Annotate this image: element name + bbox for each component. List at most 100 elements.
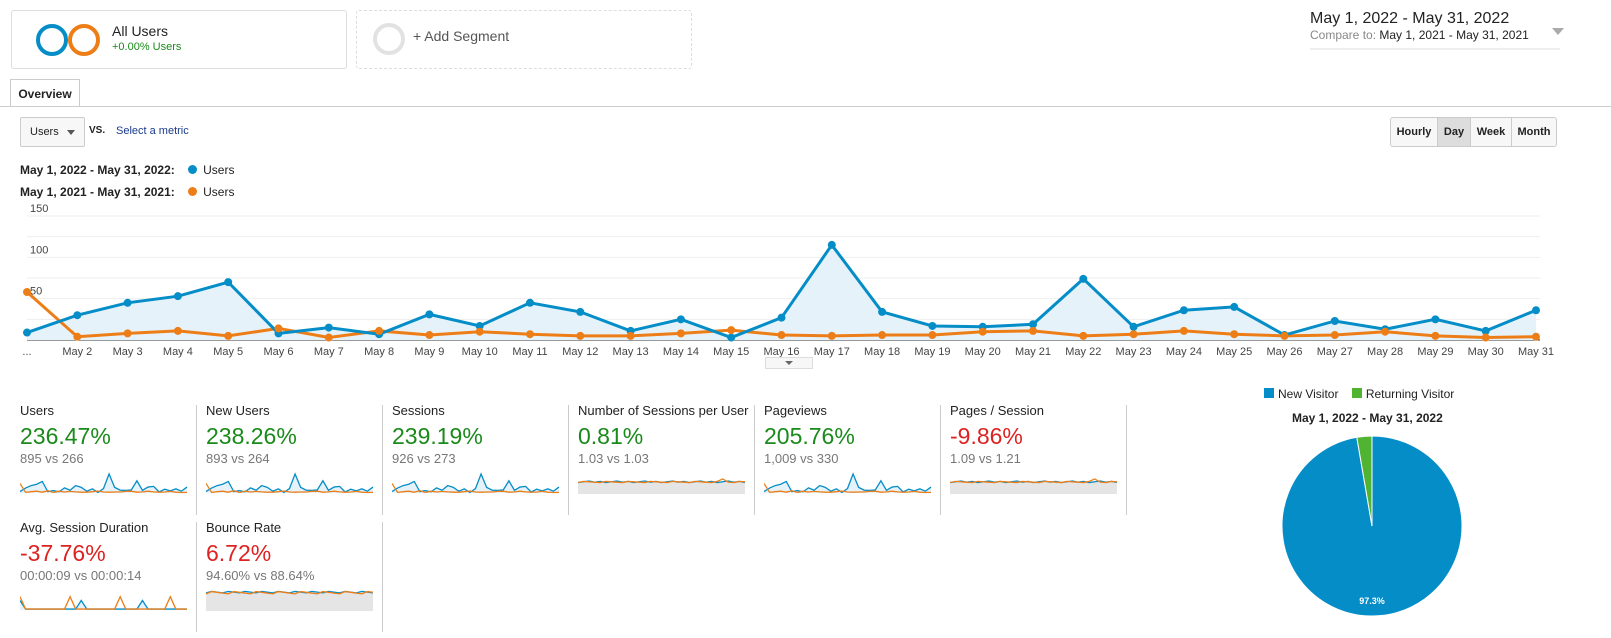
granularity-week[interactable]: Week <box>1470 117 1512 147</box>
data-point[interactable] <box>626 331 635 340</box>
x-tick-label: May 16 <box>763 346 799 358</box>
date-range-picker[interactable]: May 1, 2022 - May 31, 2022 Compare to: M… <box>1310 10 1564 50</box>
data-point[interactable] <box>1532 332 1540 341</box>
x-tick-label: May 10 <box>462 346 498 358</box>
metric-tile-bounce-rate[interactable]: Bounce Rate 6.72% 94.60% vs 88.64% <box>205 520 392 626</box>
granularity-month[interactable]: Month <box>1511 117 1557 147</box>
metric-sparkline <box>205 472 374 494</box>
data-point[interactable] <box>676 329 685 338</box>
metric-sparkline <box>19 595 187 610</box>
data-point[interactable] <box>1330 316 1339 325</box>
metric-compare: 895 vs 266 <box>20 451 84 466</box>
granularity-day[interactable]: Day <box>1437 117 1471 147</box>
legend-previous-range: May 1, 2021 - May 31, 2021: <box>20 185 175 199</box>
data-point[interactable] <box>23 288 31 297</box>
data-point[interactable] <box>676 315 685 324</box>
data-point[interactable] <box>928 321 937 330</box>
data-point[interactable] <box>576 331 585 340</box>
data-point[interactable] <box>1029 320 1037 329</box>
metric-sparkline <box>19 472 188 494</box>
data-point[interactable] <box>878 307 887 316</box>
data-point[interactable] <box>928 331 937 340</box>
data-point[interactable] <box>878 331 887 340</box>
data-point[interactable] <box>425 310 434 319</box>
data-point[interactable] <box>73 332 82 341</box>
data-point[interactable] <box>1431 331 1440 340</box>
metric-tile-avg-session-duration[interactable]: Avg. Session Duration -37.76% 00:00:09 v… <box>19 520 206 626</box>
legend-current-metric: Users <box>203 163 235 177</box>
data-point[interactable] <box>1481 333 1490 342</box>
x-tick-label: May 21 <box>1015 346 1051 358</box>
data-point[interactable] <box>1381 327 1390 336</box>
add-segment-button[interactable]: + Add Segment <box>356 10 692 69</box>
date-range: May 1, 2022 - May 31, 2022 <box>1310 10 1510 27</box>
data-point[interactable] <box>1079 331 1088 340</box>
data-point[interactable] <box>1079 274 1088 283</box>
data-point[interactable] <box>324 323 333 332</box>
data-point[interactable] <box>978 327 987 336</box>
data-point[interactable] <box>425 331 434 340</box>
data-point[interactable] <box>1481 326 1490 335</box>
select-metric-link[interactable]: Select a metric <box>116 125 189 137</box>
metric-change: -9.86% <box>950 423 1023 449</box>
data-point[interactable] <box>1431 315 1440 324</box>
metric-tile-number-of-sessions-per-user[interactable]: Number of Sessions per User 0.81% 1.03 v… <box>577 403 764 509</box>
metric-select-value: Users <box>30 126 59 138</box>
data-point[interactable] <box>827 331 836 340</box>
data-point[interactable] <box>777 331 786 340</box>
metric-title: Users <box>20 403 54 418</box>
tab-overview[interactable]: Overview <box>10 79 80 107</box>
data-point[interactable] <box>777 313 786 322</box>
data-point[interactable] <box>1129 322 1138 331</box>
metric-tile-new-users[interactable]: New Users 238.26% 893 vs 264 <box>205 403 392 509</box>
data-point[interactable] <box>827 240 836 249</box>
data-point[interactable] <box>123 329 132 338</box>
data-point[interactable] <box>1230 330 1239 339</box>
granularity-hourly[interactable]: Hourly <box>1390 117 1438 147</box>
data-point[interactable] <box>224 331 233 340</box>
data-point[interactable] <box>727 326 736 335</box>
compare-range: May 1, 2021 - May 31, 2021 <box>1379 28 1529 42</box>
data-point[interactable] <box>475 327 484 336</box>
x-tick-label: May 22 <box>1065 346 1101 358</box>
x-tick-label: May 27 <box>1317 346 1353 358</box>
data-point[interactable] <box>576 307 585 316</box>
metric-tile-sessions[interactable]: Sessions 239.19% 926 vs 273 <box>391 403 578 509</box>
metric-tile-users[interactable]: Users 236.47% 895 vs 266 <box>19 403 206 509</box>
data-point[interactable] <box>1280 331 1289 340</box>
data-point[interactable] <box>1330 331 1339 340</box>
data-point[interactable] <box>1129 330 1138 339</box>
data-point[interactable] <box>123 298 132 307</box>
data-point[interactable] <box>274 324 283 333</box>
pie-slice[interactable] <box>1356 435 1373 527</box>
data-point[interactable] <box>1532 306 1540 315</box>
metric-tile-pages-session[interactable]: Pages / Session -9.86% 1.09 vs 1.21 <box>949 403 1136 509</box>
metric-tile-pageviews[interactable]: Pageviews 205.76% 1,009 vs 330 <box>763 403 950 509</box>
data-point[interactable] <box>324 333 333 342</box>
data-point[interactable] <box>1230 302 1239 311</box>
data-point[interactable] <box>526 298 534 307</box>
data-point[interactable] <box>73 311 82 320</box>
data-point[interactable] <box>375 326 384 335</box>
data-point[interactable] <box>23 328 31 337</box>
tile-divider <box>196 405 197 515</box>
segment-all-users[interactable]: All Users +0.00% Users <box>11 10 347 69</box>
data-point[interactable] <box>173 292 182 301</box>
data-point[interactable] <box>1029 326 1037 335</box>
chevron-down-icon <box>785 361 793 369</box>
metric-change: 6.72% <box>206 540 272 566</box>
chart-collapse-handle[interactable] <box>765 357 813 369</box>
data-point[interactable] <box>1179 326 1188 335</box>
tile-divider <box>754 405 755 515</box>
data-point[interactable] <box>173 326 182 335</box>
visitor-pie-chart: 97.3% <box>1281 435 1463 617</box>
metric-select[interactable]: Users <box>20 117 85 147</box>
data-point[interactable] <box>224 278 233 287</box>
data-point[interactable] <box>1179 306 1188 315</box>
data-point[interactable] <box>727 333 736 342</box>
legend-dot-blue-icon <box>188 165 198 174</box>
series-area <box>27 244 1536 340</box>
data-point[interactable] <box>526 330 534 339</box>
data-point[interactable] <box>475 321 484 330</box>
metric-compare: 1,009 vs 330 <box>764 451 839 466</box>
